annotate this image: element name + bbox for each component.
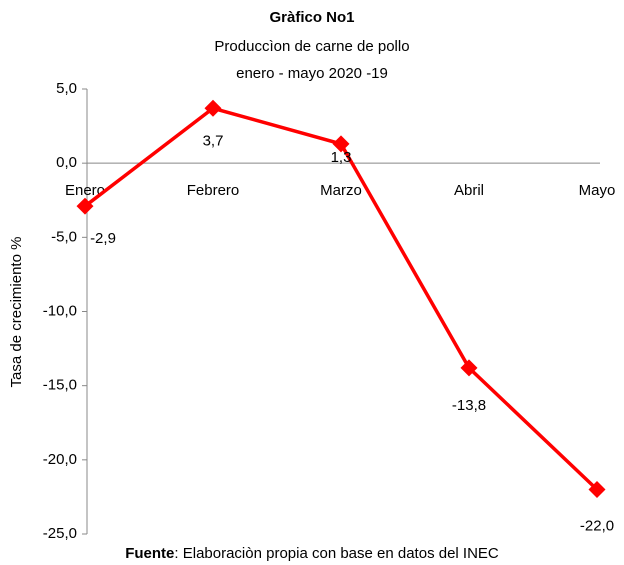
data-label: -2,9 [90, 230, 116, 247]
source-label: Fuente [125, 545, 174, 562]
x-tick-label: Marzo [320, 182, 362, 199]
source-note: Fuente: Elaboraciòn propia con base en d… [125, 545, 499, 562]
marker [204, 99, 222, 117]
y-tick-label: -5,0 [51, 228, 77, 245]
y-tick-label: -10,0 [43, 302, 77, 319]
data-label: 3,7 [203, 132, 224, 149]
marker [460, 359, 478, 377]
marker [332, 135, 350, 153]
source-text: : Elaboraciòn propia con base en datos d… [174, 545, 499, 562]
y-tick-label: -15,0 [43, 377, 77, 394]
chart-subtitle: enero - mayo 2020 -19 [236, 65, 388, 82]
data-label: 1,3 [331, 149, 352, 166]
marker [588, 481, 606, 498]
chart-title: Gràfico No1 [269, 9, 354, 26]
chart-subtitle: Produccìon de carne de pollo [214, 38, 409, 55]
x-tick-label: Mayo [579, 182, 616, 199]
y-tick-label: -25,0 [43, 525, 77, 542]
y-tick-label: 0,0 [56, 154, 77, 171]
marker [76, 197, 94, 215]
y-tick-label: 5,0 [56, 80, 77, 97]
data-label: -22,0 [580, 517, 614, 534]
x-tick-label: Abril [454, 182, 484, 199]
x-tick-label: Enero [65, 182, 105, 199]
y-tick-label: -20,0 [43, 451, 77, 468]
data-label: -13,8 [452, 397, 486, 414]
y-axis-label: Tasa de crecimiento % [8, 237, 25, 388]
x-tick-label: Febrero [187, 182, 240, 199]
